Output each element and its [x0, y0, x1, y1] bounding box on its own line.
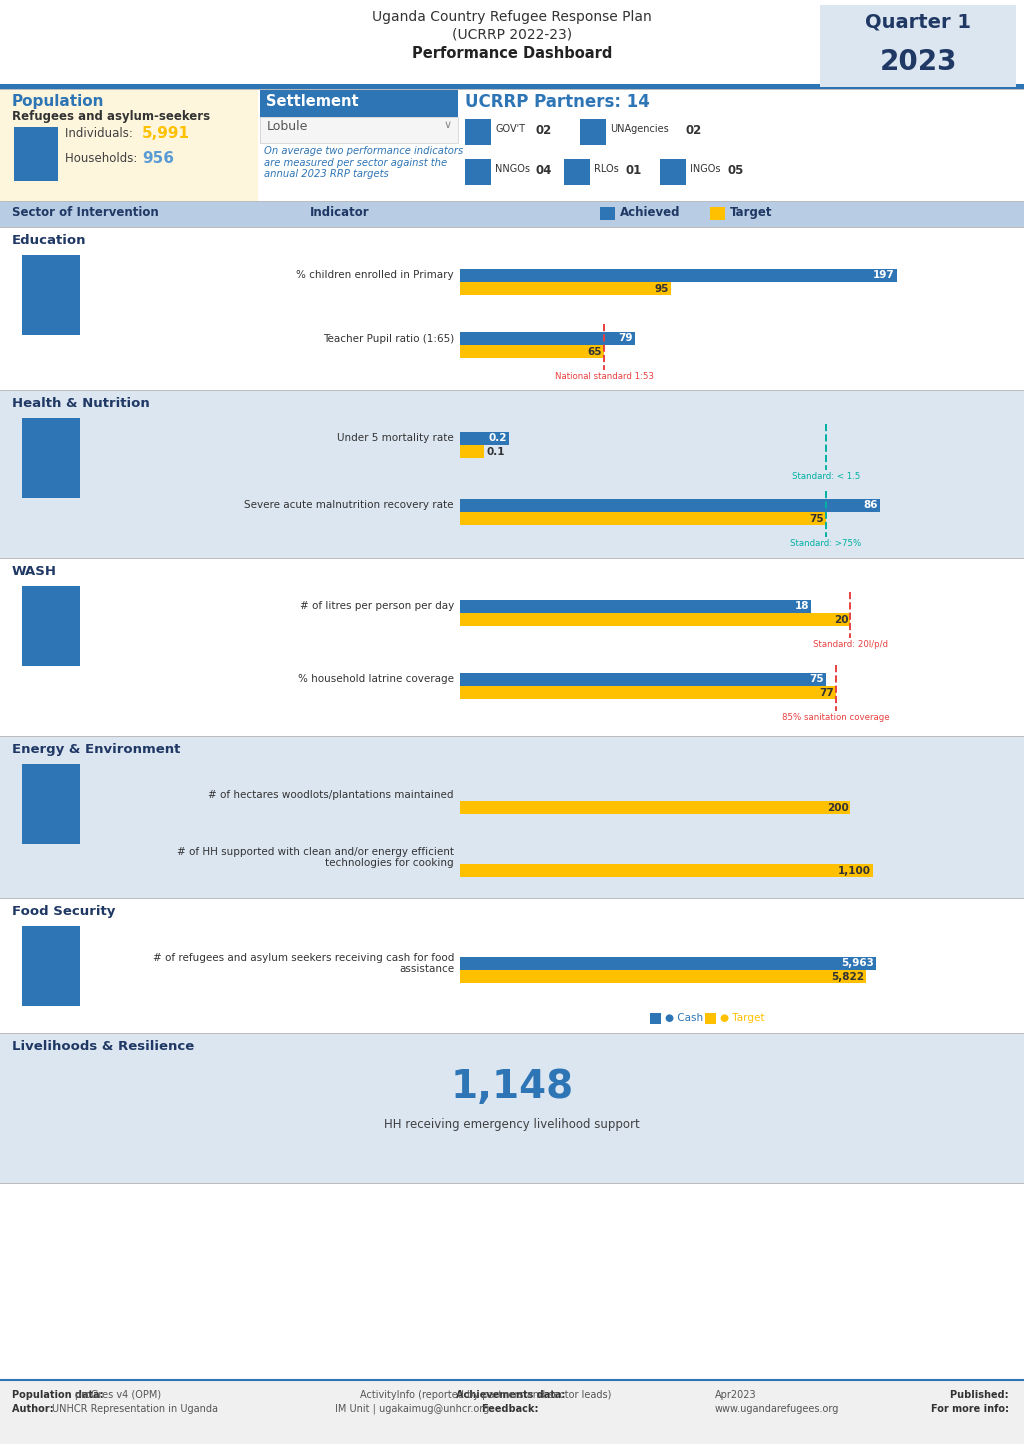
Text: Education: Education	[12, 234, 86, 247]
Text: Achievements data:: Achievements data:	[456, 1391, 568, 1401]
Text: Performance Dashboard: Performance Dashboard	[412, 46, 612, 61]
Text: Feedback:: Feedback:	[482, 1404, 542, 1414]
Text: RLOs: RLOs	[594, 165, 618, 173]
Text: Teacher Pupil ratio (1:65): Teacher Pupil ratio (1:65)	[323, 334, 454, 344]
Text: ActivityInfo (reported by partners and sector leads): ActivityInfo (reported by partners and s…	[360, 1391, 611, 1401]
Text: 200: 200	[826, 803, 849, 813]
Text: Author:: Author:	[12, 1404, 57, 1414]
Text: 197: 197	[873, 270, 895, 280]
Text: 20: 20	[834, 615, 849, 625]
Text: 1,148: 1,148	[451, 1069, 573, 1106]
Text: 79: 79	[618, 334, 633, 344]
Text: 75: 75	[809, 674, 824, 684]
Text: Sector of Intervention: Sector of Intervention	[12, 206, 159, 219]
Text: Standard: >75%: Standard: >75%	[791, 539, 861, 549]
Text: Population data:: Population data:	[12, 1391, 106, 1401]
Text: 86: 86	[863, 500, 878, 510]
Text: # of litres per person per day: # of litres per person per day	[300, 602, 454, 611]
Text: Livelihoods & Resilience: Livelihoods & Resilience	[12, 1040, 195, 1053]
Text: Quarter 1: Quarter 1	[865, 13, 971, 32]
Text: ● Cash: ● Cash	[665, 1014, 703, 1022]
Text: NNGOs: NNGOs	[495, 165, 530, 173]
Text: # of refugees and asylum seekers receiving cash for food
assistance: # of refugees and asylum seekers receivi…	[153, 953, 454, 975]
Text: Under 5 mortality rate: Under 5 mortality rate	[337, 433, 454, 443]
Text: GOV'T: GOV'T	[495, 124, 525, 134]
Text: # of HH supported with clean and/or energy efficient
technologies for cooking: # of HH supported with clean and/or ener…	[177, 846, 454, 868]
Text: Apr2023: Apr2023	[715, 1391, 757, 1401]
Text: Settlement: Settlement	[266, 94, 358, 108]
Text: # of hectares woodlots/plantations maintained: # of hectares woodlots/plantations maint…	[209, 790, 454, 800]
Text: 1,100: 1,100	[838, 866, 871, 877]
Text: Food Security: Food Security	[12, 905, 116, 918]
Text: Standard: < 1.5: Standard: < 1.5	[792, 472, 860, 481]
Text: UCRRP Partners: 14: UCRRP Partners: 14	[465, 92, 650, 111]
Text: Households:: Households:	[65, 152, 141, 165]
Text: Lobule: Lobule	[267, 120, 308, 133]
Text: Severe acute malnutrition recovery rate: Severe acute malnutrition recovery rate	[245, 501, 454, 511]
Text: Uganda Country Refugee Response Plan: Uganda Country Refugee Response Plan	[372, 10, 652, 25]
Text: 0.1: 0.1	[486, 448, 505, 456]
Text: 5,991: 5,991	[142, 126, 190, 142]
Text: UNHCR Representation in Uganda: UNHCR Representation in Uganda	[52, 1404, 218, 1414]
Text: National standard 1:53: National standard 1:53	[555, 373, 653, 381]
Text: INGOs: INGOs	[690, 165, 721, 173]
Text: 65: 65	[588, 347, 602, 357]
Text: HH receiving emergency livelihood support: HH receiving emergency livelihood suppor…	[384, 1118, 640, 1131]
Text: UNAgencies: UNAgencies	[610, 124, 669, 134]
Text: Target: Target	[730, 206, 772, 219]
Text: Energy & Environment: Energy & Environment	[12, 744, 180, 757]
Text: proGres v4 (OPM): proGres v4 (OPM)	[75, 1391, 161, 1401]
Text: IM Unit | ugakaimug@unhcr.org: IM Unit | ugakaimug@unhcr.org	[335, 1404, 489, 1415]
Text: 18: 18	[795, 601, 809, 611]
Text: 2023: 2023	[880, 48, 956, 77]
Text: Achieved: Achieved	[620, 206, 681, 219]
Text: Refugees and asylum-seekers: Refugees and asylum-seekers	[12, 110, 210, 123]
Text: Population: Population	[12, 94, 104, 108]
Text: 95: 95	[654, 284, 669, 295]
Text: Standard: 20l/p/d: Standard: 20l/p/d	[813, 640, 888, 648]
Text: 0.2: 0.2	[488, 433, 507, 443]
Text: Published:: Published:	[950, 1391, 1012, 1401]
Text: www.ugandarefugees.org: www.ugandarefugees.org	[715, 1404, 840, 1414]
Text: 85% sanitation coverage: 85% sanitation coverage	[782, 713, 890, 722]
Text: WASH: WASH	[12, 565, 57, 578]
Text: Indicator: Indicator	[310, 206, 370, 219]
Text: 5,822: 5,822	[830, 972, 864, 982]
Text: Individuals:: Individuals:	[65, 127, 136, 140]
Text: % household latrine coverage: % household latrine coverage	[298, 674, 454, 684]
Text: On average two performance indicators
are measured per sector against the
annual: On average two performance indicators ar…	[264, 146, 463, 179]
Text: 77: 77	[819, 687, 834, 697]
Text: 956: 956	[142, 152, 174, 166]
Text: 04: 04	[535, 165, 551, 178]
Text: ● Target: ● Target	[720, 1014, 765, 1022]
Text: Health & Nutrition: Health & Nutrition	[12, 397, 150, 410]
Text: 05: 05	[728, 165, 744, 178]
Text: For more info:: For more info:	[931, 1404, 1012, 1414]
Text: 01: 01	[626, 165, 642, 178]
Text: ∨: ∨	[444, 120, 453, 130]
Text: 02: 02	[535, 124, 551, 137]
Text: (UCRRP 2022-23): (UCRRP 2022-23)	[452, 27, 572, 42]
Text: 02: 02	[686, 124, 702, 137]
Text: 75: 75	[809, 514, 824, 524]
Text: 5,963: 5,963	[841, 957, 873, 967]
Text: % children enrolled in Primary: % children enrolled in Primary	[296, 270, 454, 280]
